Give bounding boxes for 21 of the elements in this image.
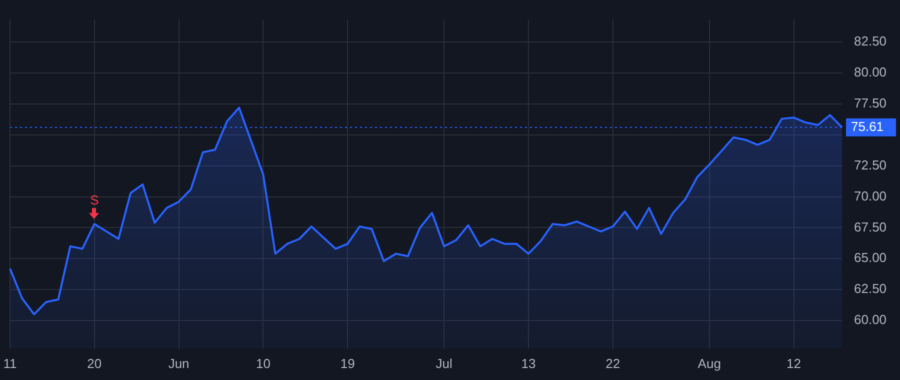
y-tick-label: 62.50 bbox=[854, 281, 887, 296]
x-tick-label: 22 bbox=[606, 356, 620, 371]
y-tick-label: 60.00 bbox=[854, 312, 887, 328]
y-tick-label: 72.50 bbox=[854, 157, 887, 172]
x-tick-label: 11 bbox=[3, 356, 17, 371]
x-tick-label: 10 bbox=[256, 356, 270, 371]
annotation: S bbox=[90, 192, 100, 208]
x-tick-label: 12 bbox=[786, 356, 802, 371]
x-tick-label: Aug bbox=[698, 356, 721, 371]
ref-line-label: 75.61 bbox=[851, 118, 884, 134]
x-tick-label: 13 bbox=[521, 356, 536, 371]
y-tick-label: 65.00 bbox=[854, 250, 887, 266]
y-tick-label: 70.00 bbox=[854, 188, 887, 204]
x-tick-label: 20 bbox=[87, 356, 102, 371]
x-tick-label: Jul bbox=[436, 356, 453, 371]
y-tick-label: 67.50 bbox=[854, 219, 887, 234]
x-tick-label: 19 bbox=[340, 356, 355, 371]
y-tick-label: 77.50 bbox=[854, 96, 887, 111]
y-tick-label: 80.00 bbox=[854, 64, 887, 80]
y-tick-label: 82.50 bbox=[854, 34, 887, 49]
x-tick-label: Jun bbox=[168, 356, 190, 371]
